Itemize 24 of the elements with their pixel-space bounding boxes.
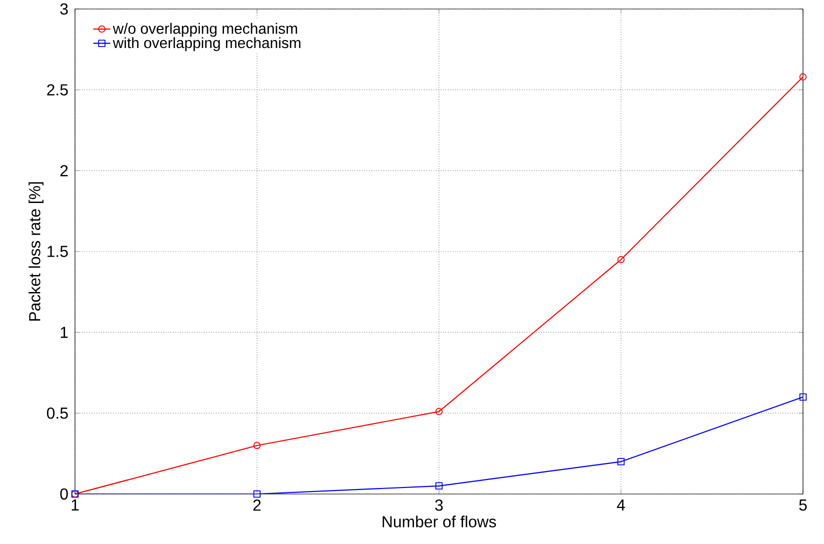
point: [435, 482, 443, 490]
legend-label: w/o overlapping mechanism: [112, 22, 298, 37]
y-axis-title: Packet loss rate [%]: [28, 182, 44, 321]
x-tick-label: 4: [616, 500, 625, 510]
point: [799, 393, 807, 401]
x-tick-label: 3: [435, 500, 443, 511]
point: [253, 490, 261, 498]
x-tick-label: 5: [799, 500, 807, 511]
y-tick-label: 2: [60, 165, 68, 176]
y-tick-label: 0.5: [46, 408, 68, 419]
legend-label: with overlapping mechanism: [112, 37, 300, 52]
y-tick-label: 0: [60, 488, 68, 500]
x-tick-label: 2: [253, 500, 261, 511]
y-tick-label: 1.5: [48, 246, 68, 258]
x-axis-title: Number of flows: [382, 516, 496, 528]
point: [253, 442, 261, 450]
point: [799, 73, 807, 81]
y-tick-label: 1: [60, 326, 68, 338]
y-tick-label: 3: [60, 3, 68, 15]
y-tick-label: 2.5: [47, 84, 68, 96]
point: [617, 458, 625, 466]
point: [435, 408, 443, 416]
point: [617, 256, 625, 264]
x-tick-label: 1: [72, 500, 79, 510]
